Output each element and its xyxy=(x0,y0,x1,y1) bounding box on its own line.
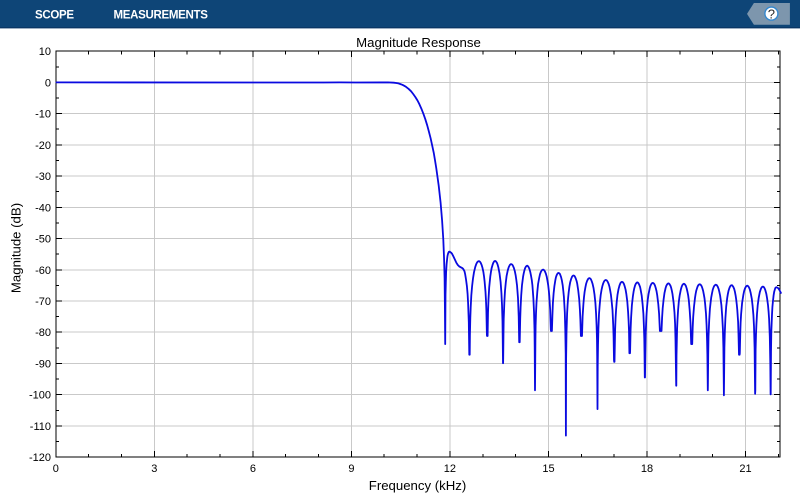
svg-text:-110: -110 xyxy=(30,421,51,433)
svg-text:-120: -120 xyxy=(29,452,51,464)
svg-text:-20: -20 xyxy=(35,140,51,152)
svg-text:-50: -50 xyxy=(35,234,51,246)
svg-text:12: 12 xyxy=(444,463,456,475)
svg-text:-70: -70 xyxy=(35,296,51,308)
svg-text:18: 18 xyxy=(641,463,653,475)
svg-text:6: 6 xyxy=(250,463,256,475)
svg-text:-60: -60 xyxy=(35,265,51,277)
svg-text:9: 9 xyxy=(348,463,354,475)
svg-text:Magnitude (dB): Magnitude (dB) xyxy=(9,203,24,293)
svg-text:-30: -30 xyxy=(35,171,51,183)
svg-text:3: 3 xyxy=(151,463,157,475)
svg-text:Frequency (kHz): Frequency (kHz) xyxy=(369,478,466,493)
svg-text:MEASUREMENTS: MEASUREMENTS xyxy=(114,10,209,22)
svg-text:21: 21 xyxy=(739,463,751,475)
svg-text:SCOPE: SCOPE xyxy=(35,10,74,22)
svg-text:0: 0 xyxy=(45,77,51,89)
svg-text:-100: -100 xyxy=(29,390,51,402)
svg-text:15: 15 xyxy=(542,463,554,475)
svg-text:0: 0 xyxy=(53,463,59,475)
svg-text:Magnitude Response: Magnitude Response xyxy=(356,35,481,50)
svg-text:-80: -80 xyxy=(35,327,51,339)
svg-text:10: 10 xyxy=(39,46,51,58)
svg-text:-90: -90 xyxy=(35,359,51,371)
svg-text:?: ? xyxy=(768,6,775,21)
svg-text:-40: -40 xyxy=(35,202,51,214)
svg-text:-10: -10 xyxy=(35,109,51,121)
